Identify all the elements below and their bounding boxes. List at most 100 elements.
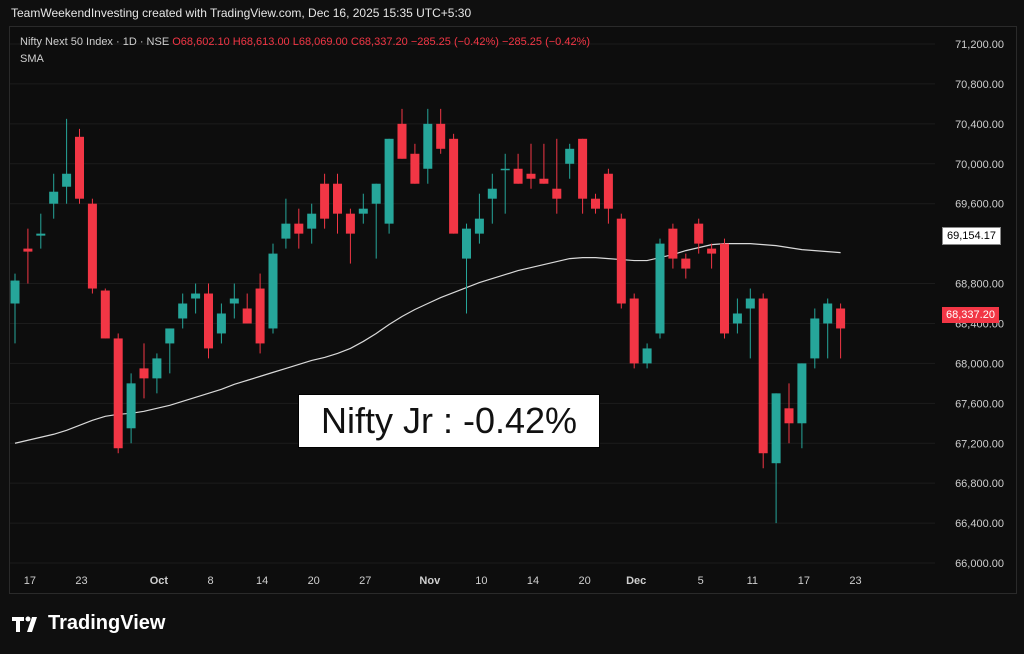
candle-body (384, 138, 394, 224)
open-value: O68,602.10 (172, 36, 230, 48)
candle-body (745, 298, 755, 309)
candle-body (732, 313, 742, 324)
candle-body (242, 308, 252, 324)
candle-body (681, 258, 691, 269)
candle-body (423, 123, 433, 169)
candle-body (152, 358, 162, 379)
chart-frame[interactable] (9, 26, 1017, 594)
y-tick-label: 66,400.00 (955, 518, 1004, 530)
sma-price-tag: 69,154.17 (942, 227, 1001, 245)
candle-body (255, 288, 265, 344)
candle-body (771, 393, 781, 464)
x-tick-label: 14 (256, 575, 268, 587)
candle-body (487, 188, 497, 199)
candle-body (784, 408, 794, 424)
x-tick-label: 27 (359, 575, 371, 587)
x-tick-label: Oct (150, 575, 169, 587)
x-tick-label: 23 (75, 575, 87, 587)
candle-body (642, 348, 652, 364)
candle-body (191, 293, 201, 299)
candle-body (449, 138, 459, 234)
candle-body (462, 228, 471, 259)
candle-body (371, 183, 381, 204)
y-tick-label: 67,600.00 (955, 398, 1004, 410)
candle-body (345, 213, 355, 234)
high-value: H68,613.00 (232, 36, 290, 48)
y-tick-label: 71,200.00 (955, 39, 1004, 51)
candle-body (139, 368, 149, 379)
y-tick-label: 67,200.00 (955, 438, 1004, 450)
candle-body (836, 308, 846, 329)
candle-body (281, 223, 291, 239)
candle-body (36, 233, 46, 236)
x-tick-label: 8 (207, 575, 213, 587)
y-tick-label: 66,000.00 (955, 558, 1004, 570)
x-tick-label: 5 (698, 575, 704, 587)
candle-body (655, 243, 665, 334)
candle-body (720, 243, 729, 334)
candle-body (474, 218, 484, 234)
candle-body (100, 290, 110, 339)
sma-line (14, 243, 841, 444)
x-tick-label: 17 (798, 575, 810, 587)
candle-body (294, 223, 304, 234)
sma-indicator-label[interactable]: SMA (20, 53, 44, 65)
candle-body (578, 138, 588, 199)
x-tick-label: 20 (308, 575, 320, 587)
x-tick-label: 10 (475, 575, 487, 587)
candle-body (320, 183, 330, 219)
candle-body (165, 328, 175, 344)
close-value: C68,337.20 (350, 36, 408, 48)
x-tick-label: 20 (578, 575, 590, 587)
x-tick-label: 11 (747, 575, 758, 587)
candle-body (268, 253, 278, 329)
candle-body (603, 173, 613, 209)
candle-body (758, 298, 768, 454)
y-tick-label: 68,800.00 (955, 279, 1004, 291)
candle-body (113, 338, 123, 449)
candle-body (333, 183, 342, 214)
x-tick-label: 17 (24, 575, 36, 587)
y-tick-label: 70,000.00 (955, 159, 1004, 171)
candle-body (823, 303, 833, 324)
candle-body (358, 208, 368, 214)
candle-body (707, 248, 717, 254)
tradingview-brand[interactable]: TradingView (12, 612, 165, 635)
candle-body (216, 313, 226, 334)
candle-body (410, 153, 420, 184)
candle-body (694, 223, 704, 244)
candle-body (397, 123, 407, 159)
candle-body (10, 280, 20, 304)
x-tick-label: Nov (419, 575, 441, 587)
annotation-box: Nifty Jr : -0.42% (298, 394, 600, 448)
candle-body (436, 123, 446, 149)
candle-body (591, 198, 600, 209)
candle-body (307, 213, 317, 229)
ohlc-legend: Nifty Next 50 Index · 1D · NSE O68,602.1… (20, 36, 590, 48)
candle-body (668, 228, 678, 259)
change-value-2: −285.25 (−0.42%) (501, 36, 591, 48)
candle-body (23, 248, 33, 252)
chart-caption: TeamWeekendInvesting created with Tradin… (11, 6, 472, 20)
candle-body (178, 303, 188, 319)
candle-body (526, 173, 536, 179)
candle-body (797, 363, 807, 424)
candle-body (75, 136, 84, 199)
x-tick-label: 23 (849, 575, 861, 587)
candle-body (616, 218, 626, 304)
close-price-tag: 68,337.20 (942, 307, 999, 323)
y-tick-label: 70,400.00 (955, 119, 1004, 131)
y-tick-label: 69,600.00 (955, 199, 1004, 211)
brand-name: TradingView (48, 612, 166, 634)
candle-body (126, 383, 136, 429)
symbol-label: Nifty Next 50 Index · 1D · NSE (20, 36, 170, 48)
candle-body (204, 293, 213, 349)
y-tick-label: 66,800.00 (955, 478, 1004, 490)
candle-body (62, 173, 72, 187)
change-value: −285.25 (−0.42%) (410, 36, 499, 48)
candle-body (565, 148, 575, 164)
candle-body (49, 191, 59, 204)
x-tick-label: Dec (626, 575, 646, 587)
candle-body (513, 168, 523, 184)
